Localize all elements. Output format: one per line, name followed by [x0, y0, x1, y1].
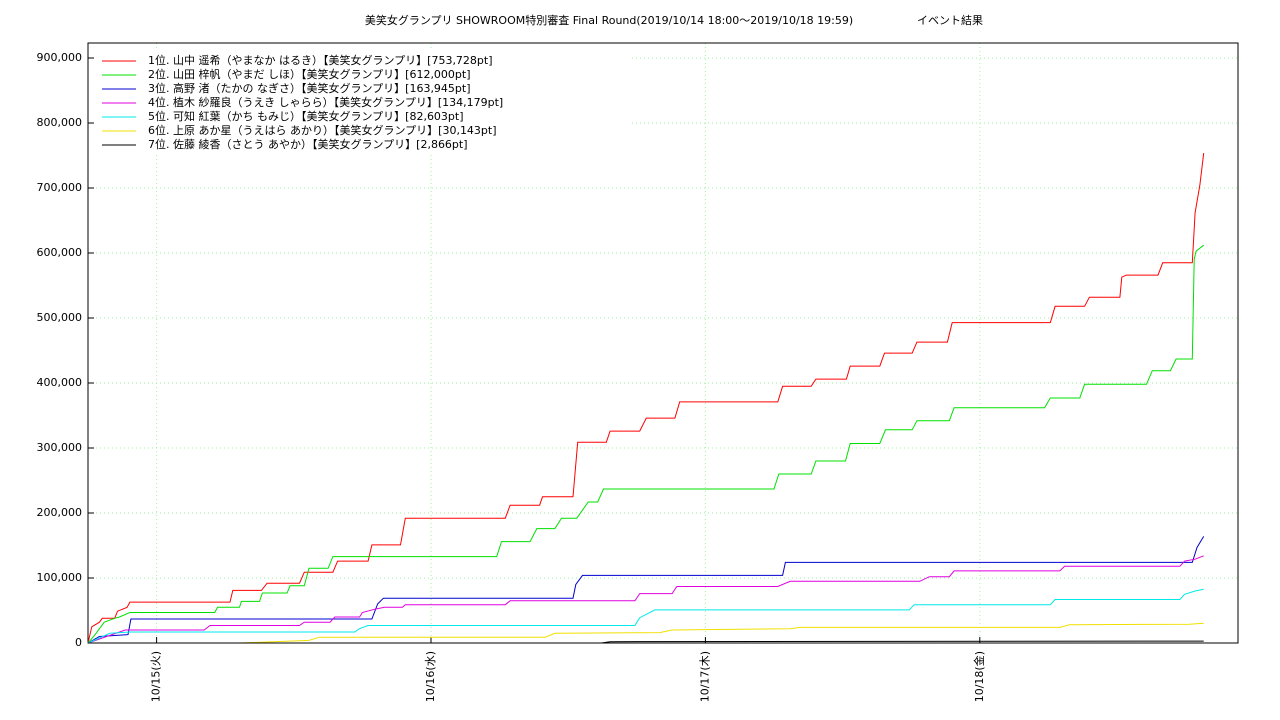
y-tick-label: 700,000	[37, 181, 83, 194]
y-tick-label: 100,000	[37, 571, 83, 584]
plot-frame	[87, 42, 1239, 644]
y-tick-label: 300,000	[37, 441, 83, 454]
x-tick-label: 10/16(水)	[424, 651, 437, 702]
chart-subtitle: イベント結果	[917, 13, 983, 27]
y-tick-label: 0	[75, 636, 82, 649]
x-tick-label: 10/18(金)	[972, 651, 986, 702]
legend-label: 3位. 高野 渚（たかの なぎさ）【美笑女グランプリ】[163,945pt]	[148, 81, 471, 95]
legend: 1位. 山中 遥希（やまなか はるき）【美笑女グランプリ】[753,728pt]…	[94, 49, 630, 153]
x-tick-label: 10/17(木)	[698, 651, 711, 702]
chart-title: 美笑女グランプリ SHOWROOM特別審査 Final Round(2019/1…	[365, 13, 853, 27]
series-line	[87, 588, 1204, 644]
y-tick-label: 400,000	[37, 376, 83, 389]
y-tick-label: 600,000	[37, 246, 83, 259]
series-line	[87, 536, 1205, 644]
legend-label: 2位. 山田 梓帆（やまだ しほ）【美笑女グランプリ】[612,000pt]	[148, 67, 471, 81]
legend-label: 7位. 佐藤 綾香（さとう あやか）【美笑女グランプリ】[2,866pt]	[148, 137, 468, 151]
y-tick-label: 500,000	[37, 311, 83, 324]
legend-label: 4位. 植木 紗羅良（うえき しゃらら）【美笑女グランプリ】[134,179pt…	[148, 95, 503, 109]
legend-box	[94, 49, 630, 153]
y-tick-label: 900,000	[37, 51, 83, 64]
series-line	[87, 153, 1205, 644]
y-tick-label: 800,000	[37, 116, 83, 129]
series-line	[88, 622, 1204, 644]
series-line	[88, 640, 1204, 644]
y-tick-label: 200,000	[37, 506, 83, 519]
series-line	[87, 555, 1204, 644]
series-line	[87, 244, 1205, 644]
legend-label: 1位. 山中 遥希（やまなか はるき）【美笑女グランプリ】[753,728pt]	[148, 53, 493, 67]
legend-label: 5位. 可知 紅葉（かち もみじ）【美笑女グランプリ】[82,603pt]	[148, 109, 464, 123]
x-tick-label: 10/15(火)	[150, 651, 163, 702]
legend-label: 6位. 上原 あか星（うえはら あかり）【美笑女グランプリ】[30,143pt]	[148, 123, 497, 137]
